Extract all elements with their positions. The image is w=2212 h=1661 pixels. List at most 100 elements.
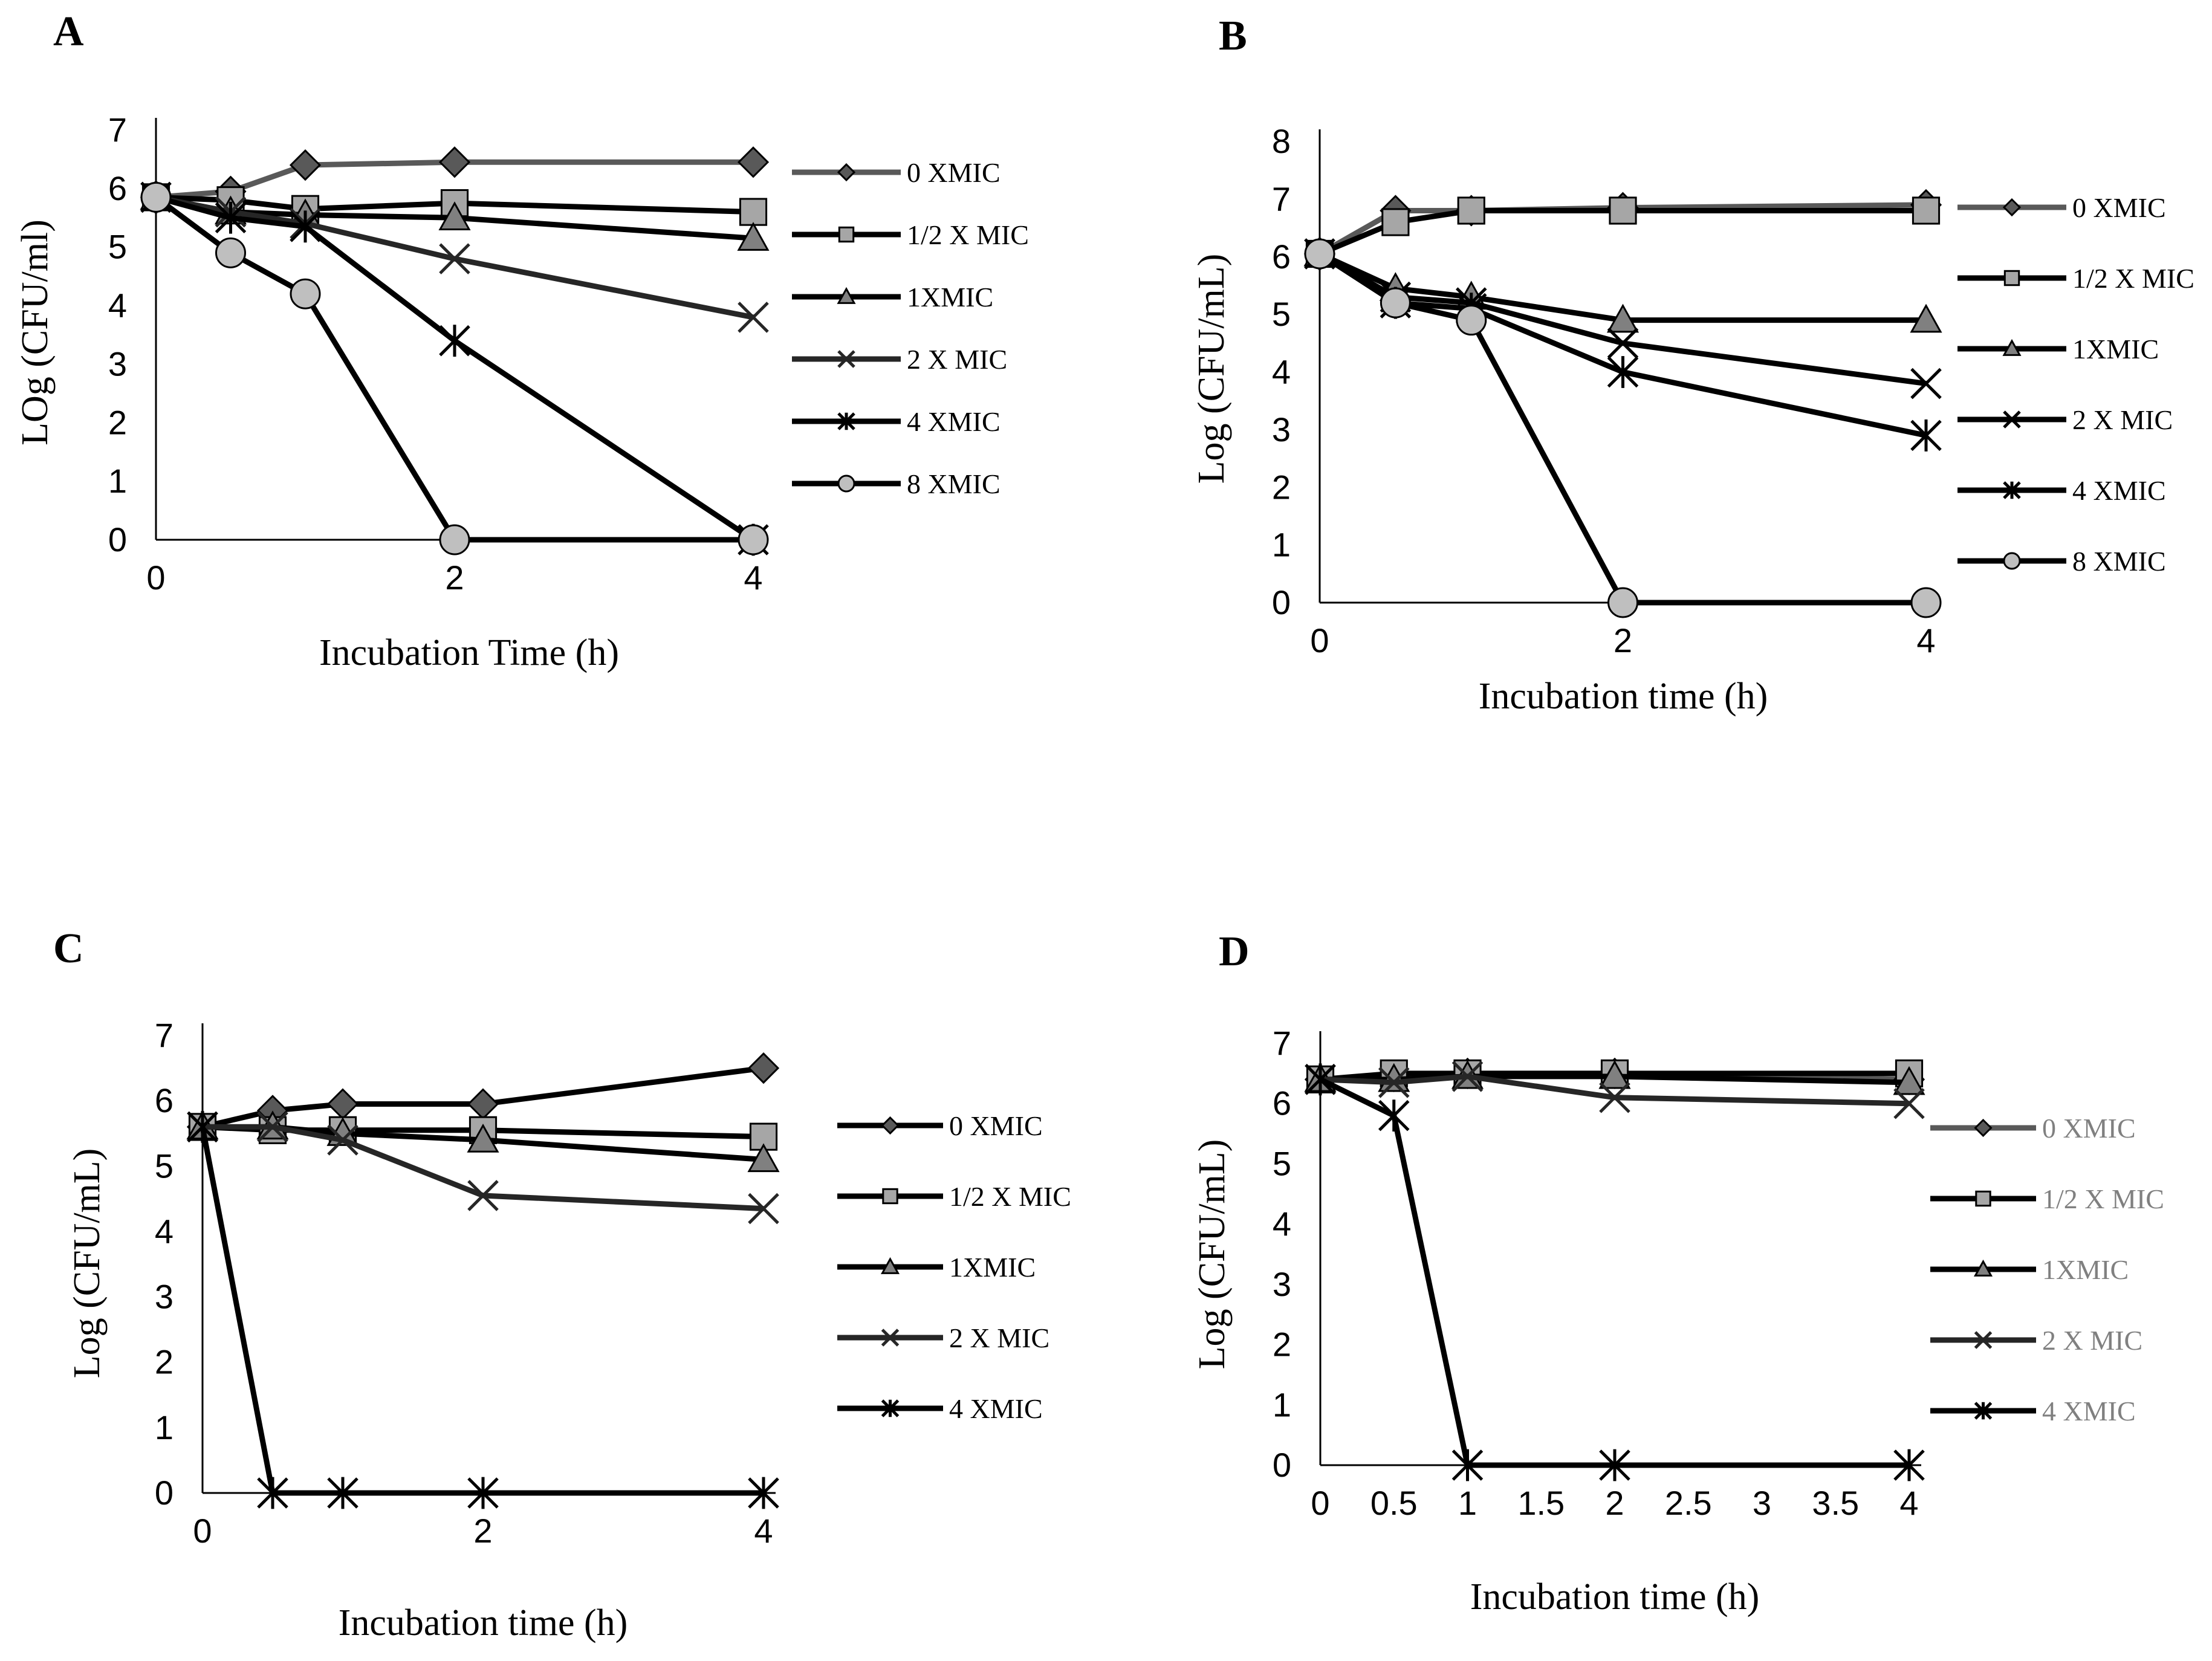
x-tick-label: 4 (754, 1512, 773, 1550)
legend-entry: 0 XMIC (1957, 192, 2166, 223)
x-tick-label: 0 (1311, 1484, 1329, 1522)
y-tick-label: 1 (1272, 526, 1291, 564)
legend-marker (837, 350, 855, 368)
legend-label: 2 X MIC (949, 1323, 1049, 1353)
data-point (1607, 356, 1639, 388)
y-tick-label: 4 (1272, 353, 1291, 391)
legend-label: 2 X MIC (2042, 1325, 2142, 1356)
y-tick-label: 7 (108, 111, 127, 149)
legend-entry: 2 X MIC (1930, 1325, 2142, 1356)
legend-label: 1/2 X MIC (2072, 263, 2194, 294)
x-axis-label: Incubation time (h) (1479, 676, 1768, 717)
x-tick-label: 2 (1605, 1484, 1624, 1522)
data-point (1599, 1081, 1630, 1113)
y-tick-label: 0 (1272, 583, 1291, 621)
y-tick-label: 4 (1273, 1205, 1291, 1243)
panel-d: D 0 1 2 3 4 5 6 7 0 0.5 1 1.5 2 2.5 3 3.5 4 Incubation tim… (1192, 928, 2164, 1617)
legend-marker (837, 163, 856, 182)
data-point (439, 524, 470, 555)
y-tick-label: 7 (155, 1016, 174, 1054)
y-tick-label: 7 (1273, 1024, 1291, 1062)
x-tick-label: 2 (473, 1512, 492, 1550)
legend-marker (2003, 270, 2020, 287)
y-tick-label: 5 (1273, 1144, 1291, 1182)
legend-entry: 1XMIC (1957, 334, 2159, 364)
legend-label: 0 XMIC (949, 1110, 1043, 1141)
data-point (257, 1111, 288, 1143)
x-tick-label: 0 (1310, 621, 1329, 659)
series-line (1319, 1077, 1909, 1468)
panel-label: B (1219, 13, 1247, 59)
x-axis-label: Incubation time (h) (1470, 1576, 1760, 1617)
data-point (1451, 1449, 1484, 1481)
data-point (467, 1477, 499, 1509)
y-axis-label: Log (CFU/mL) (1192, 1139, 1233, 1370)
y-tick-label: 5 (155, 1147, 174, 1185)
data-point (1607, 587, 1638, 618)
legend-entry: 0 XMIC (1930, 1113, 2136, 1144)
legend-label: 4 XMIC (2072, 475, 2166, 506)
y-tick-label: 6 (1273, 1084, 1291, 1122)
series-8-xmic (140, 181, 769, 555)
x-tick-label: 1.5 (1517, 1484, 1565, 1522)
data-point (747, 1143, 780, 1173)
x-tick-label: 3 (1753, 1484, 1771, 1522)
data-point (737, 222, 770, 251)
legend-entry: 0 XMIC (837, 1110, 1043, 1141)
y-tick-label: 5 (108, 228, 127, 266)
data-point (1378, 1067, 1410, 1098)
data-point (1607, 328, 1639, 359)
legend-marker (881, 1116, 900, 1135)
data-point (467, 1088, 499, 1120)
panel-label: C (53, 925, 84, 972)
legend-marker (1974, 1402, 1993, 1420)
data-point (1599, 1449, 1630, 1481)
data-point (1451, 1061, 1484, 1092)
data-point (747, 1052, 780, 1084)
legend-entry: 4 XMIC (837, 1393, 1043, 1424)
x-tick-label: 4 (1916, 621, 1935, 659)
y-tick-label: 2 (1273, 1326, 1291, 1364)
y-tick-label: 0 (155, 1474, 174, 1512)
y-tick-label: 1 (1273, 1385, 1291, 1423)
legend-label: 0 XMIC (907, 157, 1001, 188)
y-tick-label: 2 (108, 403, 127, 441)
x-tick-label: 2.5 (1665, 1484, 1712, 1522)
legend-label: 1XMIC (2042, 1254, 2129, 1285)
legend-marker (882, 1188, 898, 1205)
y-tick-label: 8 (1272, 122, 1291, 160)
data-point (738, 524, 769, 555)
legend-label: 8 XMIC (2072, 546, 2166, 577)
legend-entry: 2 X MIC (837, 1323, 1049, 1353)
legend-marker (881, 1329, 900, 1347)
legend-marker (2003, 481, 2021, 499)
data-point (1380, 287, 1411, 319)
legend-entry: 8 XMIC (792, 468, 1001, 499)
data-point (257, 1477, 288, 1509)
y-axis-label: Log (CFU/mL) (1191, 254, 1232, 484)
legend-entry: 4 XMIC (1930, 1396, 2136, 1426)
data-point (738, 302, 769, 333)
data-point (438, 146, 471, 178)
legend-label: 1/2 X MIC (949, 1181, 1071, 1212)
x-tick-label: 4 (1899, 1484, 1918, 1522)
series-line (154, 195, 753, 543)
legend-entry: 0 XMIC (792, 157, 1001, 188)
legend-entry: 2 X MIC (792, 344, 1007, 375)
panel-a: A 0 1 2 3 4 5 6 7 0 2 4 Incubation Time (h) LOg (CFU/… (15, 8, 1029, 673)
x-tick-label: 0.5 (1370, 1484, 1418, 1522)
legend-entry: 1/2 X MIC (792, 219, 1029, 250)
data-point (1598, 1060, 1631, 1089)
legend-marker (1974, 1331, 1993, 1349)
y-tick-label: 2 (155, 1343, 174, 1381)
legend-marker (881, 1399, 900, 1417)
data-point (1893, 1449, 1925, 1481)
panel-b: B 0 1 2 3 4 5 6 7 8 0 2 4 Incubation time (h) Log (CFU… (1191, 13, 2194, 717)
legend-marker (1973, 1259, 1993, 1277)
y-tick-label: 7 (1272, 180, 1291, 218)
x-tick-label: 4 (744, 559, 762, 597)
data-point (140, 181, 172, 213)
data-point (1606, 303, 1640, 333)
y-tick-label: 4 (155, 1212, 174, 1250)
